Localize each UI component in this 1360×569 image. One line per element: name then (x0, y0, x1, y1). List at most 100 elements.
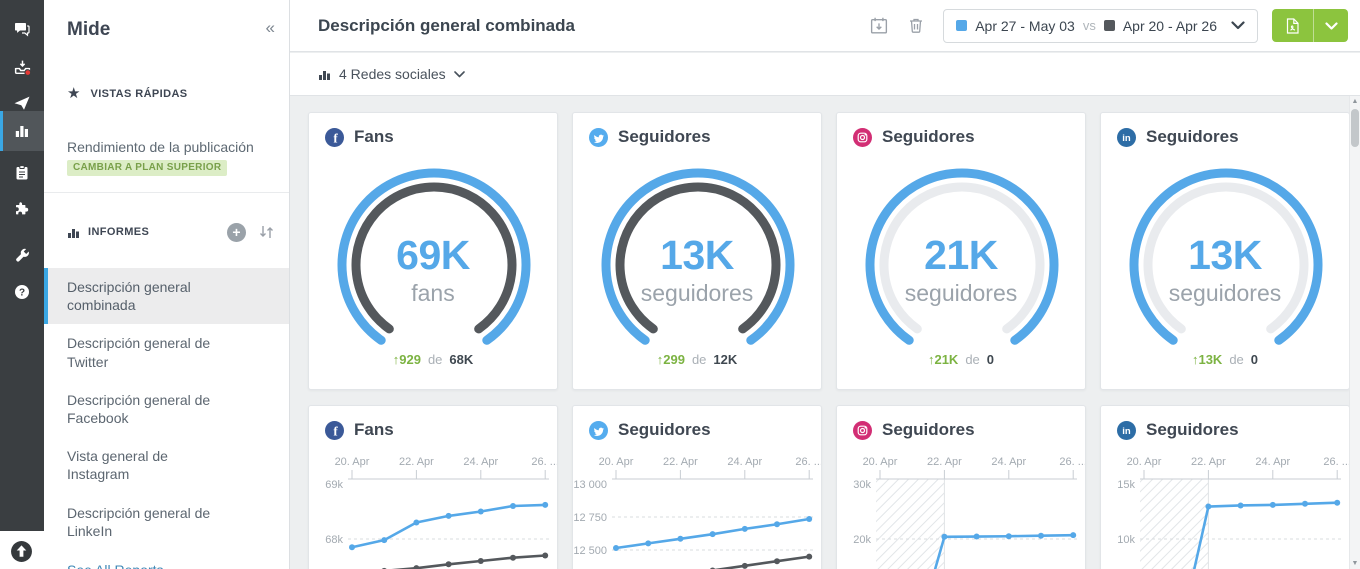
help-icon[interactable]: ? (0, 274, 44, 310)
line-chart: 30k 20k 20. Apr 22. Apr 24. Apr 26. ... (853, 456, 1086, 569)
scrollbar-thumb[interactable] (1351, 109, 1359, 147)
locked-report-label: Rendimiento de la publicación (67, 139, 254, 155)
gauge-card-linkedin-followers: in Seguidores 13K seguidores ↑13K de 0 (1100, 112, 1350, 390)
schedule-export-icon[interactable] (869, 16, 889, 35)
gauge-chart (1129, 168, 1323, 345)
facebook-icon: f (325, 420, 344, 440)
add-report-button[interactable]: + (227, 222, 246, 242)
card-title: Seguidores (882, 127, 975, 146)
locked-report-item[interactable]: Rendimiento de la publicación CAMBIAR A … (67, 139, 277, 176)
svg-text:26. ...: 26. ... (1323, 456, 1350, 468)
svg-text:24. Apr: 24. Apr (991, 456, 1026, 468)
chevron-down-icon (1231, 21, 1245, 30)
inbox-icon[interactable] (0, 49, 44, 85)
card-title: Seguidores (618, 420, 711, 439)
scrollbar-up-arrow[interactable]: ▲ (1351, 98, 1359, 105)
integrations-icon[interactable] (0, 191, 44, 227)
collapse-sidebar-icon[interactable]: « (265, 18, 275, 37)
delete-report-icon[interactable] (907, 16, 925, 35)
chart-card-instagram-followers: Seguidores 30k 20k 20. Apr 22. Apr 24. Apr 26… (836, 405, 1086, 569)
gauge-unit: seguidores (1168, 280, 1282, 306)
card-title: Seguidores (1146, 127, 1239, 146)
conversations-icon[interactable] (0, 11, 44, 47)
twitter-icon (589, 127, 608, 147)
export-pdf-button[interactable] (1272, 9, 1313, 42)
gauge-stats: ↑21K de 0 (837, 352, 1085, 367)
svg-text:24. Apr: 24. Apr (727, 456, 762, 468)
svg-text:30k: 30k (853, 479, 871, 491)
gauge-chart (337, 168, 531, 345)
report-header: Descripción general combinada Apr 27 - M… (290, 0, 1360, 52)
line-chart: 13 000 12 750 12 500 20. Apr 22. Apr 24. Apr 2… (573, 456, 821, 569)
sidebar-item-linkedin-overview[interactable]: Descripción general de LinkeIn (67, 504, 211, 539)
delta-value: ↑21K (927, 352, 959, 367)
svg-text:24. Apr: 24. Apr (463, 456, 498, 468)
sidebar-item-instagram-overview[interactable]: Vista general de Instagram (67, 448, 168, 483)
svg-text:20. Apr: 20. Apr (335, 456, 370, 468)
svg-text:26. ...: 26. ... (1059, 456, 1086, 468)
primary-range-swatch (956, 20, 968, 31)
svg-text:22. Apr: 22. Apr (399, 456, 434, 468)
sidebar-item-twitter-overview[interactable]: Descripción general de Twitter (67, 335, 211, 370)
svg-text:22. Apr: 22. Apr (663, 456, 698, 468)
svg-text:12 750: 12 750 (573, 512, 607, 524)
card-title: Seguidores (618, 127, 711, 146)
svg-text:26. ...: 26. ... (531, 456, 558, 468)
reports-list: Descripción general combinada Descripció… (44, 268, 289, 569)
analytics-icon[interactable] (0, 111, 44, 151)
svg-text:?: ? (19, 287, 25, 298)
quick-views-header[interactable]: ★ VISTAS RÁPIDAS (67, 86, 188, 101)
of-label: de (427, 352, 443, 367)
main-area: Descripción general combinada Apr 27 - M… (290, 0, 1360, 569)
chevron-down-icon (1324, 21, 1338, 30)
export-options-button[interactable] (1313, 9, 1348, 42)
sidebar-item-facebook-overview[interactable]: Descripción general de Facebook (67, 391, 211, 426)
sort-reports-icon[interactable] (258, 224, 275, 240)
card-title: Seguidores (882, 420, 975, 439)
svg-text:22. Apr: 22. Apr (927, 456, 962, 468)
scroll-top-button[interactable] (10, 540, 33, 563)
gauge-value: 13K (1188, 232, 1262, 278)
vs-label: vs (1082, 18, 1096, 33)
bar-chart-icon (319, 70, 330, 80)
date-range-selector[interactable]: Apr 27 - May 03 vs Apr 20 - Apr 26 (943, 8, 1258, 43)
svg-text:20. Apr: 20. Apr (863, 456, 898, 468)
svg-text:20. Apr: 20. Apr (1127, 456, 1162, 468)
baseline-value: 0 (1250, 352, 1259, 367)
quick-views-label: VISTAS RÁPIDAS (90, 87, 188, 100)
svg-text:22. Apr: 22. Apr (1191, 456, 1226, 468)
baseline-value: 12K (713, 352, 738, 367)
gauge-chart (601, 168, 795, 345)
see-all-reports-link[interactable]: See All Reports (44, 550, 289, 569)
sidebar-item-combined-overview[interactable]: Descripción general combinada (44, 268, 289, 325)
card-title: Fans (354, 127, 394, 146)
gauge-unit: seguidores (904, 280, 1018, 306)
svg-text:in: in (1122, 426, 1131, 437)
gauge-unit: seguidores (640, 280, 754, 306)
delta-value: ↑299 (656, 352, 685, 367)
pdf-file-icon (1286, 17, 1299, 34)
baseline-value: 0 (986, 352, 995, 367)
svg-text:20k: 20k (853, 534, 871, 546)
vertical-scrollbar[interactable]: ▲ ▼ (1349, 96, 1360, 569)
app-rail: ? (0, 0, 44, 531)
scrollbar-down-arrow[interactable]: ▼ (1351, 560, 1359, 567)
svg-text:13 000: 13 000 (573, 479, 607, 491)
card-title: Seguidores (1146, 420, 1239, 439)
tasks-icon[interactable] (0, 155, 44, 191)
linkedin-icon: in (1117, 420, 1136, 440)
of-label: de (1229, 352, 1244, 367)
svg-text:24. Apr: 24. Apr (1255, 456, 1290, 468)
networks-filter-dropdown[interactable]: 4 Redes sociales (318, 66, 465, 82)
svg-text:f: f (333, 130, 338, 145)
networks-filter-label: 4 Redes sociales (339, 66, 446, 82)
settings-wrench-icon[interactable] (0, 238, 44, 274)
gauge-stats: ↑929 de 68K (309, 352, 557, 367)
send-icon[interactable] (0, 85, 44, 121)
svg-text:10k: 10k (1117, 534, 1135, 546)
upgrade-badge[interactable]: CAMBIAR A PLAN SUPERIOR (67, 160, 228, 176)
gauge-value: 69K (396, 232, 470, 278)
reports-label: INFORMES (88, 226, 150, 238)
svg-text:15k: 15k (1117, 479, 1135, 491)
app-title: Mide (67, 19, 111, 40)
